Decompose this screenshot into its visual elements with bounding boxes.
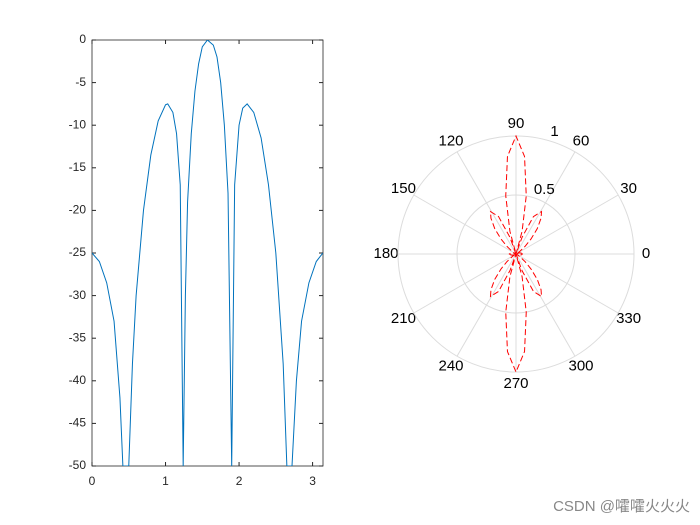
theta-tick-label: 60	[573, 132, 590, 149]
theta-tick-label: 150	[391, 180, 416, 197]
r-tick-label: 0.5	[534, 181, 555, 198]
theta-tick-label: 90	[508, 115, 525, 132]
theta-tick-label: 120	[438, 132, 463, 149]
data-line	[489, 134, 543, 374]
y-tick-label: -50	[69, 458, 87, 472]
y-tick-label: -10	[69, 117, 87, 131]
theta-tick-label: 0	[642, 245, 650, 262]
theta-tick-label: 270	[503, 375, 528, 392]
y-tick-label: -30	[69, 288, 87, 302]
y-tick-label: -15	[69, 160, 87, 174]
x-tick-label: 2	[236, 474, 243, 488]
y-tick-label: -40	[69, 373, 87, 387]
data-line	[92, 40, 323, 466]
y-tick-label: -25	[69, 245, 87, 259]
y-tick-label: -45	[69, 416, 87, 430]
theta-tick-label: 240	[438, 358, 463, 375]
theta-tick-label: 180	[373, 245, 398, 262]
axes-box	[91, 39, 324, 467]
y-tick-label: 0	[79, 32, 86, 46]
x-tick-label: 3	[309, 474, 316, 488]
theta-tick-label: 330	[616, 310, 641, 327]
watermark: CSDN @嚯嚯火火火	[553, 498, 690, 515]
x-tick-label: 0	[89, 474, 96, 488]
r-tick-label: 1	[550, 123, 558, 140]
y-tick-label: -5	[75, 75, 86, 89]
theta-tick-label: 300	[568, 358, 593, 375]
theta-tick-label: 210	[391, 310, 416, 327]
r-grid	[456, 194, 576, 314]
theta-tick-label: 30	[620, 180, 637, 197]
y-tick-label: -35	[69, 330, 87, 344]
x-tick-label: 1	[162, 474, 169, 488]
y-tick-label: -20	[69, 203, 87, 217]
